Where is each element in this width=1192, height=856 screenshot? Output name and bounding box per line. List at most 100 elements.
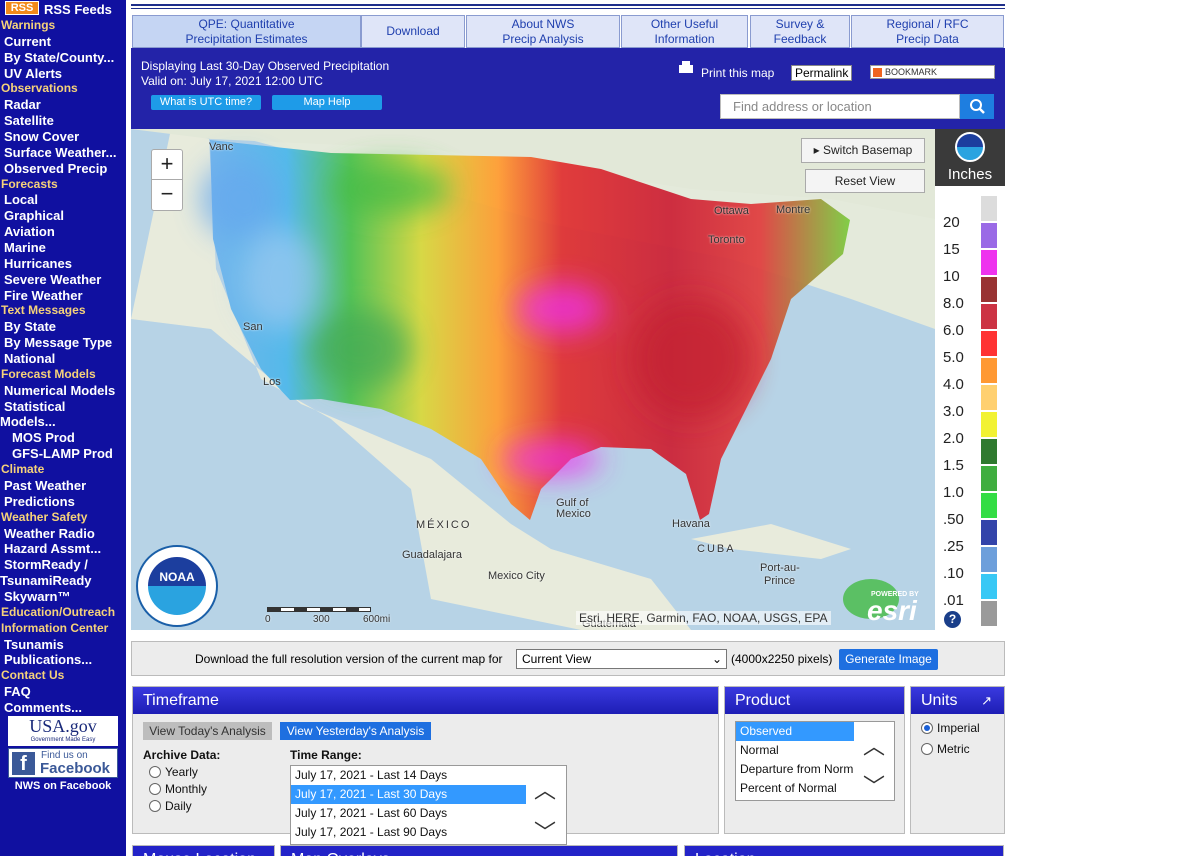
help-icon[interactable]: ?	[944, 611, 961, 628]
tab[interactable]: Regional / RFC Precip Data	[851, 15, 1004, 48]
range-option[interactable]: July 17, 2021 - Last 30 Days	[291, 785, 526, 804]
radio[interactable]	[149, 783, 161, 795]
nav-link[interactable]: Aviation	[4, 224, 55, 240]
nav-link[interactable]: Hazard Assmt...	[4, 541, 102, 557]
nav-link[interactable]: Current	[4, 33, 51, 49]
search-button[interactable]	[960, 94, 994, 119]
nav-link[interactable]: Marine	[4, 240, 46, 256]
nav-link[interactable]: Tsunamis	[4, 636, 64, 652]
radio[interactable]	[149, 800, 161, 812]
switch-basemap[interactable]: ▸ Switch Basemap	[801, 138, 925, 163]
facebook-logo[interactable]: f Find us on Facebook	[8, 748, 118, 778]
nav-link[interactable]: Surface Weather...	[4, 144, 117, 160]
usa-gov-logo[interactable]: USA.gov Government Made Easy	[8, 716, 118, 746]
map[interactable]: + − ▸ Switch Basemap Reset View Vanc Otta…	[131, 129, 935, 630]
nav-link[interactable]: MOS Prod	[12, 430, 75, 446]
today-button[interactable]: View Today's Analysis	[143, 722, 272, 740]
search-input[interactable]: Find address or location	[720, 94, 960, 119]
print-link[interactable]: Print this map	[701, 66, 775, 80]
print-icon[interactable]	[677, 60, 695, 76]
nav-link[interactable]: By Message Type	[4, 335, 113, 351]
unit-option-label: Imperial	[937, 721, 980, 735]
bookmark-button[interactable]: BOOKMARK	[870, 65, 995, 79]
nav-heading[interactable]: Information Center	[1, 620, 109, 635]
help-button[interactable]: Map Help	[272, 95, 382, 110]
nav-link[interactable]: GFS-LAMP Prod	[12, 446, 113, 462]
units-title-text: Units	[921, 692, 958, 709]
scroll-down[interactable]: ﹀	[533, 820, 556, 845]
unit-option[interactable]: Imperial	[921, 721, 980, 742]
zoom-out[interactable]: −	[160, 181, 174, 206]
nav-link[interactable]: Fire Weather	[4, 287, 83, 303]
nav-link[interactable]: Weather Radio	[4, 525, 95, 541]
scroll-up[interactable]: ︿	[862, 734, 885, 759]
expand-icon[interactable]: ↗	[981, 693, 992, 708]
generate-button[interactable]: Generate Image	[839, 649, 938, 670]
nav-heading[interactable]: Forecast Models	[1, 366, 96, 381]
radio[interactable]	[921, 743, 933, 755]
tab[interactable]: Other Useful Information	[621, 15, 748, 48]
nav-heading[interactable]: Weather Safety	[1, 509, 88, 524]
range-option[interactable]: July 17, 2021 - Last 14 Days	[295, 768, 448, 782]
nav-link[interactable]: Statistical Models...	[0, 398, 66, 430]
zoom-in[interactable]: +	[152, 150, 182, 180]
permalink-button[interactable]: Permalink	[791, 65, 853, 81]
download-select[interactable]: Current View ⌄	[516, 649, 727, 669]
nav-heading[interactable]: Contact Us	[1, 668, 65, 683]
nav-heading[interactable]: Text Messages	[1, 303, 86, 318]
nav-link[interactable]: UV Alerts	[4, 65, 63, 81]
archive-label: Archive Data:	[143, 748, 221, 762]
scroll-up[interactable]: ︿	[533, 778, 556, 803]
archive-option[interactable]: Yearly	[149, 765, 207, 782]
product-option[interactable]: Departure from Norm	[740, 762, 854, 776]
unit-option[interactable]: Metric	[921, 742, 980, 763]
radio[interactable]	[149, 766, 161, 778]
nav-link[interactable]: Severe Weather	[4, 271, 102, 287]
yesterday-button[interactable]: View Yesterday's Analysis	[280, 722, 431, 740]
nav-link[interactable]: Numerical Models	[4, 382, 116, 398]
rss-badge[interactable]: RSS	[5, 1, 39, 15]
archive-option[interactable]: Monthly	[149, 782, 207, 799]
product-option[interactable]: Percent of Normal	[740, 781, 837, 795]
nav-link[interactable]: Comments...	[4, 699, 83, 715]
nav-heading[interactable]: Climate	[1, 462, 45, 477]
tab[interactable]: Download	[361, 15, 465, 48]
rss-link[interactable]: RSS Feeds	[44, 2, 112, 17]
nav-link[interactable]: By State/County...	[4, 49, 115, 65]
nav-link[interactable]: Snow Cover	[4, 129, 80, 145]
archive-option[interactable]: Daily	[149, 799, 207, 816]
nav-link[interactable]: Predictions	[4, 493, 75, 509]
nav-heading[interactable]: Forecasts	[1, 176, 58, 191]
sidebar: RSS RSS Feeds Warnings Current By State/Co…	[0, 0, 126, 856]
tab[interactable]: About NWS Precip Analysis	[466, 15, 620, 48]
nav-link[interactable]: Satellite	[4, 113, 54, 129]
nav-link[interactable]: FAQ	[4, 684, 31, 700]
nav-link[interactable]: Skywarn™	[4, 588, 71, 604]
nav-link[interactable]: Graphical	[4, 208, 64, 224]
range-option[interactable]: July 17, 2021 - Last 90 Days	[295, 825, 448, 839]
nav-link[interactable]: National	[4, 351, 56, 367]
radio[interactable]	[921, 722, 933, 734]
nav-link[interactable]: Local	[4, 192, 38, 208]
nav-link[interactable]: Radar	[4, 97, 41, 113]
product-option[interactable]: Normal	[740, 743, 779, 757]
nav-link[interactable]: Publications...	[4, 652, 93, 668]
scroll-down[interactable]: ﹀	[862, 774, 885, 799]
nav-link[interactable]: By State	[4, 319, 57, 335]
product-option[interactable]: Observed	[736, 722, 854, 741]
nav-link[interactable]: Hurricanes	[4, 255, 72, 271]
tab-label: Other Useful	[650, 16, 719, 31]
map-label: Ottawa	[714, 205, 749, 217]
nav-heading[interactable]: Observations	[1, 81, 78, 96]
nav-link[interactable]: Past Weather	[4, 477, 87, 493]
tab[interactable]: Survey & Feedback	[750, 15, 850, 48]
utc-button[interactable]: What is UTC time?	[151, 95, 261, 110]
nav-link[interactable]: StormReady / TsunamiReady	[0, 557, 92, 589]
nav-heading[interactable]: Education/Outreach	[1, 604, 116, 619]
reset-view[interactable]: Reset View	[805, 169, 925, 193]
facebook-link[interactable]: NWS on Facebook	[14, 780, 112, 792]
range-option[interactable]: July 17, 2021 - Last 60 Days	[295, 806, 448, 820]
nav-heading[interactable]: Warnings	[1, 18, 56, 32]
tab[interactable]: QPE: Quantitative Precipitation Estimates	[132, 15, 361, 48]
nav-link[interactable]: Observed Precip	[4, 160, 108, 176]
